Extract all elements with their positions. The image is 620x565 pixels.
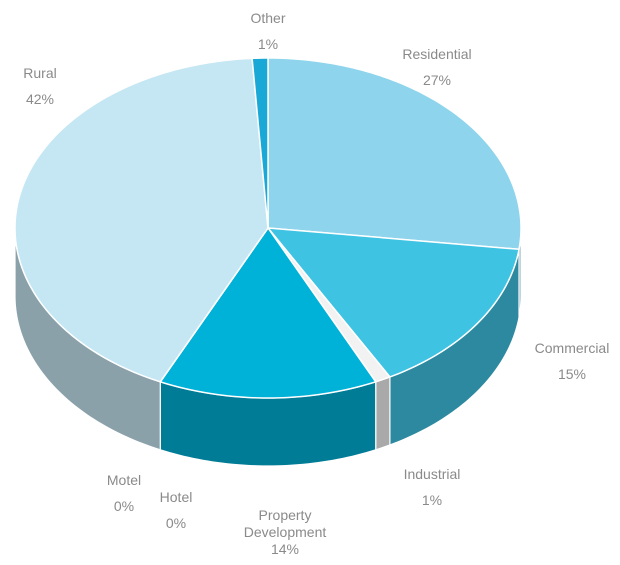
slice-label: Property Development 14% (235, 507, 335, 558)
category-name: Rural (23, 65, 57, 81)
slice-label: Motel 0% (64, 472, 184, 524)
category-name: Industrial (403, 466, 461, 482)
category-name: Residential (402, 46, 472, 62)
slice-label: Industrial 1% (372, 466, 492, 518)
slice-label: Commercial 15% (512, 340, 620, 392)
category-name: Other (250, 10, 286, 26)
pie-side (375, 376, 391, 451)
value-label: 1% (421, 492, 443, 508)
slice-label: Hotel 0% (116, 489, 236, 541)
pie-slice (14, 57, 269, 383)
slice-label: Residential 27% (377, 46, 497, 98)
pie-tops (14, 57, 522, 399)
value-label: 27% (422, 72, 452, 88)
value-label: 0% (165, 515, 187, 531)
value-label: 15% (557, 366, 587, 382)
value-label: 1% (257, 36, 279, 52)
category-name: Motel (106, 472, 142, 488)
category-name: Hotel (159, 489, 193, 505)
category-name: Commercial (534, 340, 610, 356)
pie-slice (267, 57, 522, 251)
pie-slice (267, 227, 520, 378)
pie-slice (159, 227, 377, 399)
value-label: 42% (25, 91, 55, 107)
slice-label: Other 1% (208, 10, 328, 62)
pie-slice (251, 57, 269, 229)
value-label: 0% (113, 498, 135, 514)
value-label: 14% (270, 541, 300, 557)
category-name: Property Development (243, 507, 327, 540)
slice-label: Rural 42% (0, 65, 100, 117)
